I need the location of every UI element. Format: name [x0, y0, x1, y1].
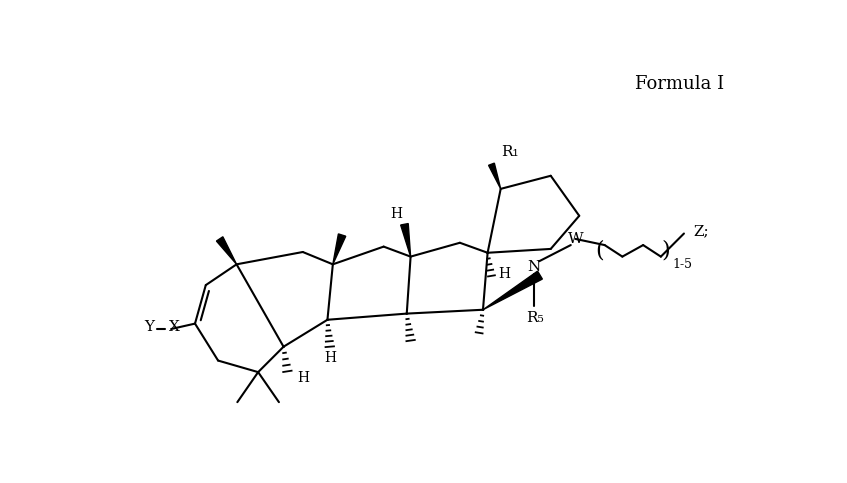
- Text: W: W: [567, 232, 584, 246]
- Text: ): ): [662, 240, 671, 261]
- Text: N: N: [527, 260, 540, 274]
- Text: H: H: [390, 207, 402, 221]
- Text: R₁: R₁: [501, 145, 518, 159]
- Polygon shape: [489, 163, 501, 189]
- Text: Formula I: Formula I: [635, 75, 724, 93]
- Text: X: X: [169, 320, 180, 334]
- Polygon shape: [401, 224, 411, 256]
- Polygon shape: [217, 237, 236, 264]
- Polygon shape: [483, 271, 542, 310]
- Polygon shape: [333, 234, 346, 264]
- Text: 1-5: 1-5: [673, 258, 692, 271]
- Text: H: H: [499, 267, 511, 281]
- Text: R₅: R₅: [527, 311, 545, 325]
- Text: H: H: [324, 351, 336, 365]
- Text: H: H: [296, 370, 309, 384]
- Text: Y: Y: [144, 320, 154, 334]
- Text: Z;: Z;: [693, 224, 709, 238]
- Text: (: (: [595, 240, 604, 261]
